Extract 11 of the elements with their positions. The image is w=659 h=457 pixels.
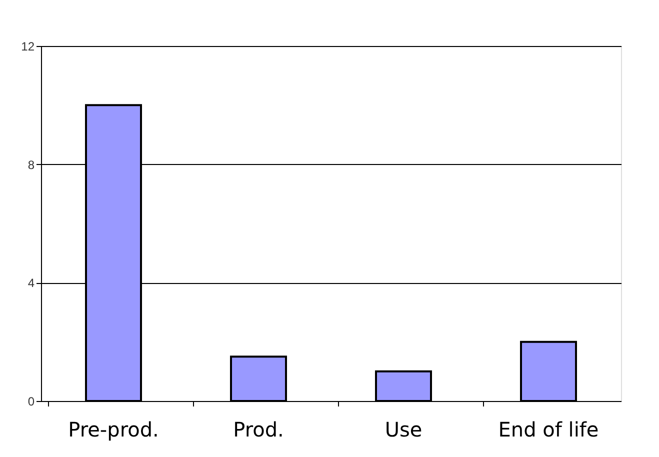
bar [375, 370, 432, 402]
x-tick-label: End of life [498, 418, 599, 442]
x-tick-label: Pre-prod. [68, 418, 159, 442]
y-tick-label: 4 [28, 276, 35, 290]
x-tick-label: Use [384, 418, 422, 442]
bar [520, 340, 577, 402]
x-tick-label: Prod. [233, 418, 284, 442]
y-tick-label: 0 [28, 394, 35, 408]
y-tick-label: 8 [28, 158, 35, 172]
bar [230, 356, 287, 402]
y-tick-label: 12 [21, 40, 35, 54]
